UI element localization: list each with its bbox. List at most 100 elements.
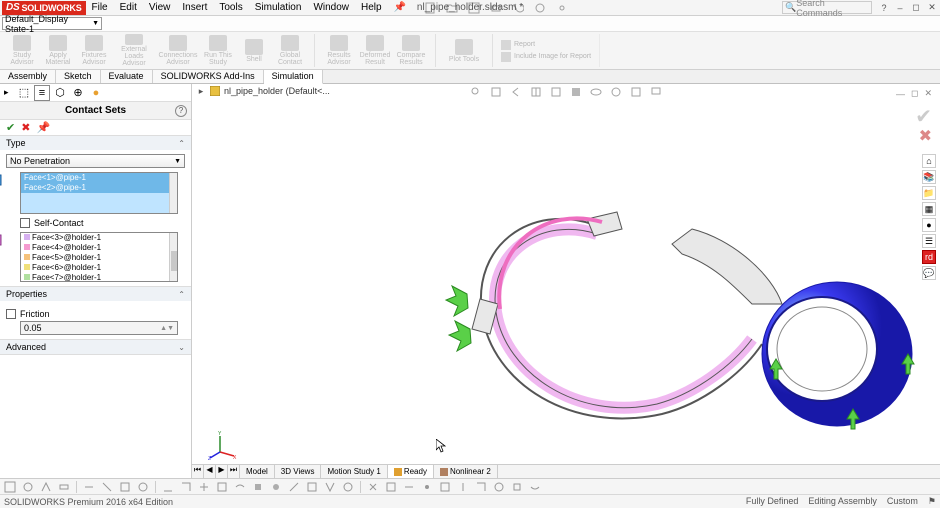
menu-view[interactable]: View [143,0,177,15]
advanced-section-header[interactable]: Advanced ⌄ [0,340,191,354]
run-study-button[interactable]: Run This Study [202,34,234,67]
sim-icon-17[interactable] [306,481,318,493]
doc-minimize-icon[interactable]: — [896,89,905,99]
minimize-button[interactable]: – [894,2,906,14]
maximize-button[interactable]: ◻ [910,2,922,14]
sim-icon-21[interactable] [385,481,397,493]
sim-icon-18[interactable] [324,481,336,493]
properties-section-header[interactable]: Properties ⌃ [0,287,191,301]
doc-maximize-icon[interactable]: ◻ [911,88,918,99]
options-icon[interactable] [556,2,568,14]
sim-icon-3[interactable] [40,481,52,493]
dimxpert-tab-icon[interactable]: ⊕ [70,85,86,101]
sim-icon-28[interactable] [511,481,523,493]
breadcrumb-expand-icon[interactable]: ▸ [196,86,206,97]
friction-value-input[interactable]: 0.05 ▲▼ [20,321,178,335]
pm-ok-button[interactable]: ✔ [6,121,15,134]
panel-expand-icon[interactable]: ▸ [4,87,14,98]
tab-addins[interactable]: SOLIDWORKS Add-Ins [153,70,264,83]
sim-icon-22[interactable] [403,481,415,493]
shell-button[interactable]: Shell [238,34,270,67]
fixtures-advisor-button[interactable]: Fixtures Advisor [78,34,110,67]
config-manager-tab-icon[interactable]: ⬡ [52,85,68,101]
section-view-icon[interactable] [530,86,542,98]
connections-advisor-button[interactable]: Connections Advisor [158,34,198,67]
sim-icon-13[interactable] [234,481,246,493]
zoom-fit-icon[interactable] [470,86,482,98]
set2-item-2[interactable]: Face<5>@holder-1 [21,253,177,263]
menu-window[interactable]: Window [307,0,355,15]
compare-results-button[interactable]: Compare Results [395,34,427,67]
sim-icon-5[interactable] [83,481,95,493]
set2-item-1[interactable]: Face<4>@holder-1 [21,243,177,253]
menu-insert[interactable]: Insert [176,0,213,15]
set2-scrollbar[interactable] [169,233,177,281]
help-dropdown-icon[interactable]: ? [878,2,890,14]
zoom-area-icon[interactable] [490,86,502,98]
sim-icon-29[interactable] [529,481,541,493]
doc-close-icon[interactable]: ✕ [924,88,932,99]
close-button[interactable]: ✕ [926,2,938,14]
sim-icon-15[interactable] [270,481,282,493]
vt-last-icon[interactable]: ⏭ [228,465,240,478]
self-contact-checkbox[interactable] [20,218,30,228]
set2-item-3[interactable]: Face<6>@holder-1 [21,263,177,273]
set1-item-1[interactable]: Face<2>@pipe-1 [21,183,177,193]
display-manager-tab-icon[interactable]: ● [88,85,104,101]
display-state-combo[interactable]: Default_Display State-1▼ [2,17,102,30]
edit-appearance-icon[interactable] [610,86,622,98]
sim-icon-11[interactable] [198,481,210,493]
set2-item-4[interactable]: Face<7>@holder-1 [21,273,177,283]
tab-motion-study[interactable]: Motion Study 1 [321,465,387,478]
set1-item-0[interactable]: Face<1>@pipe-1 [21,173,177,183]
hide-show-icon[interactable] [590,86,602,98]
contact-type-combo[interactable]: No Penetration▼ [6,154,185,168]
sim-icon-8[interactable] [137,481,149,493]
tab-sketch[interactable]: Sketch [56,70,101,83]
study-advisor-button[interactable]: Study Advisor [6,34,38,67]
menu-simulation[interactable]: Simulation [249,0,308,15]
type-section-header[interactable]: Type ⌃ [0,136,191,150]
menu-pin-icon[interactable]: 📌 [388,0,412,15]
pm-help-icon[interactable]: ? [175,105,187,117]
report-button[interactable]: Report [501,40,591,50]
plot-tools-button[interactable]: Plot Tools [444,34,484,67]
tab-nonlinear[interactable]: Nonlinear 2 [434,465,498,478]
set2-listbox[interactable]: Face<3>@holder-1 Face<4>@holder-1 Face<5… [20,232,178,282]
sim-icon-9[interactable] [162,481,174,493]
menu-help[interactable]: Help [355,0,388,15]
status-flag-icon[interactable]: ⚑ [928,496,936,507]
deformed-result-button[interactable]: Deformed Result [359,34,391,67]
breadcrumb-part[interactable]: nl_pipe_holder (Default<... [224,86,330,96]
pm-pushpin-icon[interactable]: 📌 [36,121,50,134]
tab-evaluate[interactable]: Evaluate [101,70,153,83]
sim-icon-10[interactable] [180,481,192,493]
set1-listbox[interactable]: Face<1>@pipe-1 Face<2>@pipe-1 [20,172,178,214]
sim-icon-7[interactable] [119,481,131,493]
sim-icon-6[interactable] [101,481,113,493]
menu-edit[interactable]: Edit [114,0,143,15]
sim-icon-19[interactable] [342,481,354,493]
rebuild-icon[interactable] [534,2,546,14]
sim-icon-14[interactable] [252,481,264,493]
pm-cancel-button[interactable]: ✖ [21,121,30,134]
apply-material-button[interactable]: Apply Material [42,34,74,67]
set2-item-0[interactable]: Face<3>@holder-1 [21,233,177,243]
sim-icon-23[interactable] [421,481,433,493]
tab-assembly[interactable]: Assembly [0,70,56,83]
tab-model[interactable]: Model [240,465,275,478]
display-style-icon[interactable] [570,86,582,98]
menu-tools[interactable]: Tools [213,0,248,15]
status-units[interactable]: Custom [887,496,918,507]
sim-icon-2[interactable] [22,481,34,493]
sim-icon-25[interactable] [457,481,469,493]
sim-icon-1[interactable] [4,481,16,493]
graphics-viewport[interactable]: ▸ nl_pipe_holder (Default<... — ◻ ✕ ✔ ✖ [192,84,940,478]
view-settings-icon[interactable] [650,86,662,98]
include-image-button[interactable]: Include Image for Report [501,52,591,62]
friction-checkbox[interactable] [6,309,16,319]
previous-view-icon[interactable] [510,86,522,98]
sim-icon-16[interactable] [288,481,300,493]
tab-ready[interactable]: Ready [388,465,434,478]
vt-next-icon[interactable]: ▶ [216,465,228,478]
